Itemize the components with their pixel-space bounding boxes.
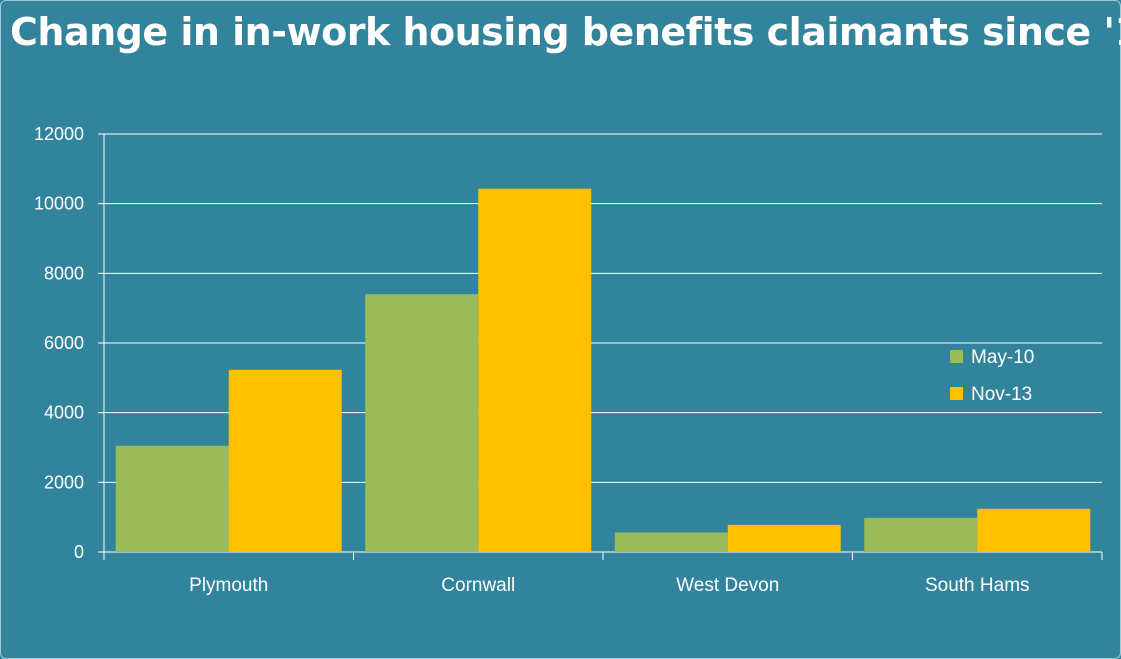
y-tick-label: 8000 — [44, 263, 84, 283]
y-tick-label: 12000 — [34, 124, 84, 144]
bar-may-10-plymouth — [115, 445, 229, 552]
x-category-label: South Hams — [925, 575, 1030, 596]
y-tick-label: 6000 — [44, 333, 84, 353]
bar-may-10-south-hams — [864, 517, 978, 552]
legend-swatch-may-10 — [950, 350, 963, 363]
x-category-label: Plymouth — [189, 575, 268, 596]
y-tick-label: 10000 — [34, 194, 84, 214]
legend-swatch-nov-13 — [950, 387, 963, 400]
bar-nov-13-cornwall — [478, 188, 592, 552]
chart-title: Change in in-work housing benefits claim… — [10, 10, 1121, 54]
y-tick-label: 4000 — [44, 403, 84, 423]
x-category-label: West Devon — [676, 575, 779, 596]
bar-nov-13-south-hams — [977, 508, 1091, 552]
bar-nov-13-west-devon — [727, 524, 841, 552]
bar-may-10-cornwall — [365, 294, 479, 552]
bar-may-10-west-devon — [614, 532, 728, 552]
y-tick-label: 2000 — [44, 472, 84, 492]
legend-label-may-10: May-10 — [971, 347, 1034, 368]
x-category-label: Cornwall — [441, 575, 515, 596]
y-tick-label: 0 — [74, 542, 84, 562]
legend-label-nov-13: Nov-13 — [971, 384, 1032, 405]
bar-nov-13-plymouth — [228, 369, 342, 552]
